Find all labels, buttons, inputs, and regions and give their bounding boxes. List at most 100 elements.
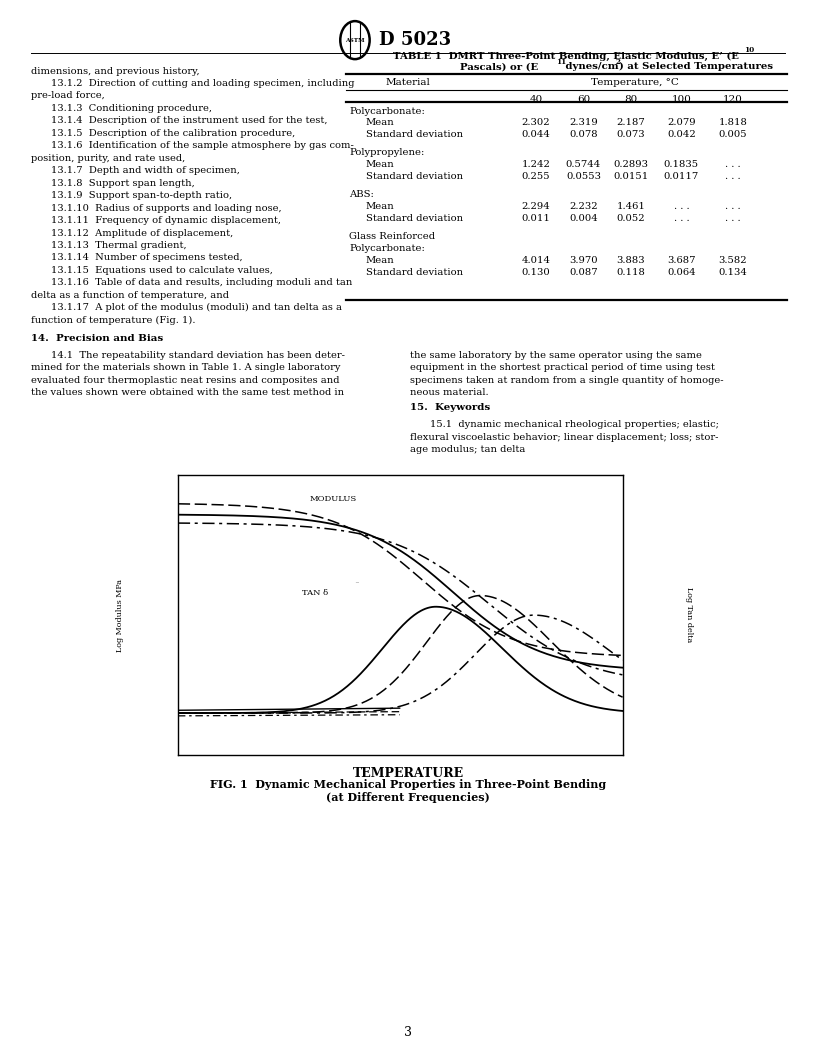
Text: dynes/cm: dynes/cm (562, 62, 619, 72)
Text: 0.134: 0.134 (718, 267, 747, 277)
Text: 13.1.15  Equations used to calculate values,: 13.1.15 Equations used to calculate valu… (51, 266, 273, 275)
Text: . . .: . . . (673, 214, 690, 223)
Text: function of temperature (Fig. 1).: function of temperature (Fig. 1). (31, 316, 196, 325)
Text: Temperature, °C: Temperature, °C (591, 78, 678, 88)
Text: evaluated four thermoplastic neat resins and composites and: evaluated four thermoplastic neat resins… (31, 376, 339, 384)
Text: Mean: Mean (366, 161, 394, 169)
Text: 13.1.13  Thermal gradient,: 13.1.13 Thermal gradient, (51, 241, 187, 250)
Text: 13.1.2  Direction of cutting and loading specimen, including: 13.1.2 Direction of cutting and loading … (51, 79, 355, 88)
Text: ) at Selected Temperatures: ) at Selected Temperatures (619, 62, 774, 72)
Text: 0.044: 0.044 (521, 130, 551, 139)
Text: 13.1.16  Table of data and results, including moduli and tan: 13.1.16 Table of data and results, inclu… (51, 279, 353, 287)
Text: the same laboratory by the same operator using the same: the same laboratory by the same operator… (410, 351, 702, 360)
Text: 0.005: 0.005 (718, 130, 747, 139)
Text: 3.883: 3.883 (616, 256, 645, 265)
Text: Mean: Mean (366, 118, 394, 128)
Text: 13.1.11  Frequency of dynamic displacement,: 13.1.11 Frequency of dynamic displacemen… (51, 216, 282, 225)
Text: 13.1.4  Description of the instrument used for the test,: 13.1.4 Description of the instrument use… (51, 116, 328, 126)
Text: 15.  Keywords: 15. Keywords (410, 403, 490, 413)
Text: Material: Material (386, 78, 430, 88)
Text: Standard deviation: Standard deviation (366, 130, 463, 139)
Text: Mean: Mean (366, 202, 394, 211)
Text: 13.1.14  Number of specimens tested,: 13.1.14 Number of specimens tested, (51, 253, 243, 263)
Text: 13.1.3  Conditioning procedure,: 13.1.3 Conditioning procedure, (51, 103, 212, 113)
Text: TAN δ: TAN δ (303, 589, 329, 597)
Text: TABLE 1  DMRT Three-Point Bending, Elastic Modulus, E’ (E: TABLE 1 DMRT Three-Point Bending, Elasti… (393, 52, 739, 61)
Text: 13.1.17  A plot of the modulus (moduli) and tan delta as a: 13.1.17 A plot of the modulus (moduli) a… (51, 303, 343, 313)
Text: 13.1.7  Depth and width of specimen,: 13.1.7 Depth and width of specimen, (51, 166, 240, 175)
Text: 15.1  dynamic mechanical rheological properties; elastic;: 15.1 dynamic mechanical rheological prop… (430, 420, 719, 430)
Text: 13.1.5  Description of the calibration procedure,: 13.1.5 Description of the calibration pr… (51, 129, 295, 138)
Text: Log Tan delta: Log Tan delta (685, 587, 694, 643)
Text: 2.079: 2.079 (667, 118, 696, 128)
Text: 3: 3 (404, 1026, 412, 1039)
Text: 0.078: 0.078 (569, 130, 598, 139)
Text: Glass Reinforced: Glass Reinforced (349, 232, 436, 241)
Text: . . .: . . . (725, 214, 741, 223)
Text: 4.014: 4.014 (521, 256, 551, 265)
Text: 3.582: 3.582 (718, 256, 747, 265)
Text: Polycarbonate:: Polycarbonate: (349, 107, 425, 116)
Text: 0.004: 0.004 (569, 214, 598, 223)
Text: 1.818: 1.818 (718, 118, 747, 128)
Text: 13.1.8  Support span length,: 13.1.8 Support span length, (51, 178, 195, 188)
Text: ABS:: ABS: (349, 190, 374, 200)
Text: 0.5744: 0.5744 (565, 161, 601, 169)
Text: 0.011: 0.011 (521, 214, 551, 223)
Text: 3.970: 3.970 (569, 256, 598, 265)
Text: 0.0151: 0.0151 (613, 172, 649, 182)
Text: Standard deviation: Standard deviation (366, 214, 463, 223)
Text: 100: 100 (672, 95, 691, 105)
Text: mined for the materials shown in Table 1. A single laboratory: mined for the materials shown in Table 1… (31, 363, 340, 372)
Text: 0.073: 0.073 (616, 130, 645, 139)
Text: 13.1.12  Amplitude of displacement,: 13.1.12 Amplitude of displacement, (51, 228, 233, 238)
Text: 14.  Precision and Bias: 14. Precision and Bias (31, 334, 163, 343)
Text: 2.319: 2.319 (569, 118, 598, 128)
Text: 80: 80 (624, 95, 637, 105)
Text: 0.042: 0.042 (667, 130, 696, 139)
Text: D 5023: D 5023 (379, 31, 451, 50)
Text: 2.232: 2.232 (569, 202, 598, 211)
Text: Standard deviation: Standard deviation (366, 172, 463, 182)
Text: ASTM: ASTM (345, 38, 365, 42)
Text: . . .: . . . (725, 161, 741, 169)
Text: 2: 2 (615, 58, 620, 67)
Text: 0.1835: 0.1835 (663, 161, 699, 169)
Text: 0.0117: 0.0117 (663, 172, 699, 182)
Text: MODULUS: MODULUS (310, 495, 357, 503)
Text: 13.1.10  Radius of supports and loading nose,: 13.1.10 Radius of supports and loading n… (51, 204, 282, 212)
Text: . . .: . . . (673, 202, 690, 211)
Text: delta as a function of temperature, and: delta as a function of temperature, and (31, 290, 229, 300)
Text: 14.1  The repeatability standard deviation has been deter-: 14.1 The repeatability standard deviatio… (51, 351, 345, 360)
Text: dimensions, and previous history,: dimensions, and previous history, (31, 67, 200, 76)
Text: Standard deviation: Standard deviation (366, 267, 463, 277)
Text: 40: 40 (530, 95, 543, 105)
Text: Mean: Mean (366, 256, 394, 265)
Text: 0.064: 0.064 (667, 267, 696, 277)
Text: 60: 60 (577, 95, 590, 105)
Text: 13.1.6  Identification of the sample atmosphere by gas com-: 13.1.6 Identification of the sample atmo… (51, 142, 354, 150)
Text: 1.242: 1.242 (521, 161, 551, 169)
Text: the values shown were obtained with the same test method in: the values shown were obtained with the … (31, 388, 344, 397)
Text: 0.130: 0.130 (521, 267, 551, 277)
Text: Polycarbonate:: Polycarbonate: (349, 244, 425, 253)
Text: neous material.: neous material. (410, 388, 488, 397)
Text: Pascals) or (E: Pascals) or (E (460, 62, 539, 72)
Text: 0.087: 0.087 (569, 267, 598, 277)
Text: flexural viscoelastic behavior; linear displacement; loss; stor-: flexural viscoelastic behavior; linear d… (410, 433, 718, 441)
Text: equipment in the shortest practical period of time using test: equipment in the shortest practical peri… (410, 363, 715, 372)
Text: FIG. 1  Dynamic Mechanical Properties in Three-Point Bending: FIG. 1 Dynamic Mechanical Properties in … (210, 779, 606, 790)
Text: 3.687: 3.687 (667, 256, 695, 265)
Text: 0.0553: 0.0553 (566, 172, 601, 182)
Text: TEMPERATURE: TEMPERATURE (353, 767, 463, 779)
Text: . . .: . . . (725, 202, 741, 211)
Text: 2.294: 2.294 (521, 202, 551, 211)
Text: (at Different Frequencies): (at Different Frequencies) (326, 792, 490, 803)
Text: 120: 120 (723, 95, 743, 105)
Text: Log Modulus MPa: Log Modulus MPa (116, 579, 124, 652)
Text: 11: 11 (556, 58, 566, 67)
Text: 13.1.9  Support span-to-depth ratio,: 13.1.9 Support span-to-depth ratio, (51, 191, 233, 201)
Text: 10: 10 (744, 46, 755, 55)
Text: 2.302: 2.302 (521, 118, 551, 128)
Text: 0.118: 0.118 (616, 267, 645, 277)
